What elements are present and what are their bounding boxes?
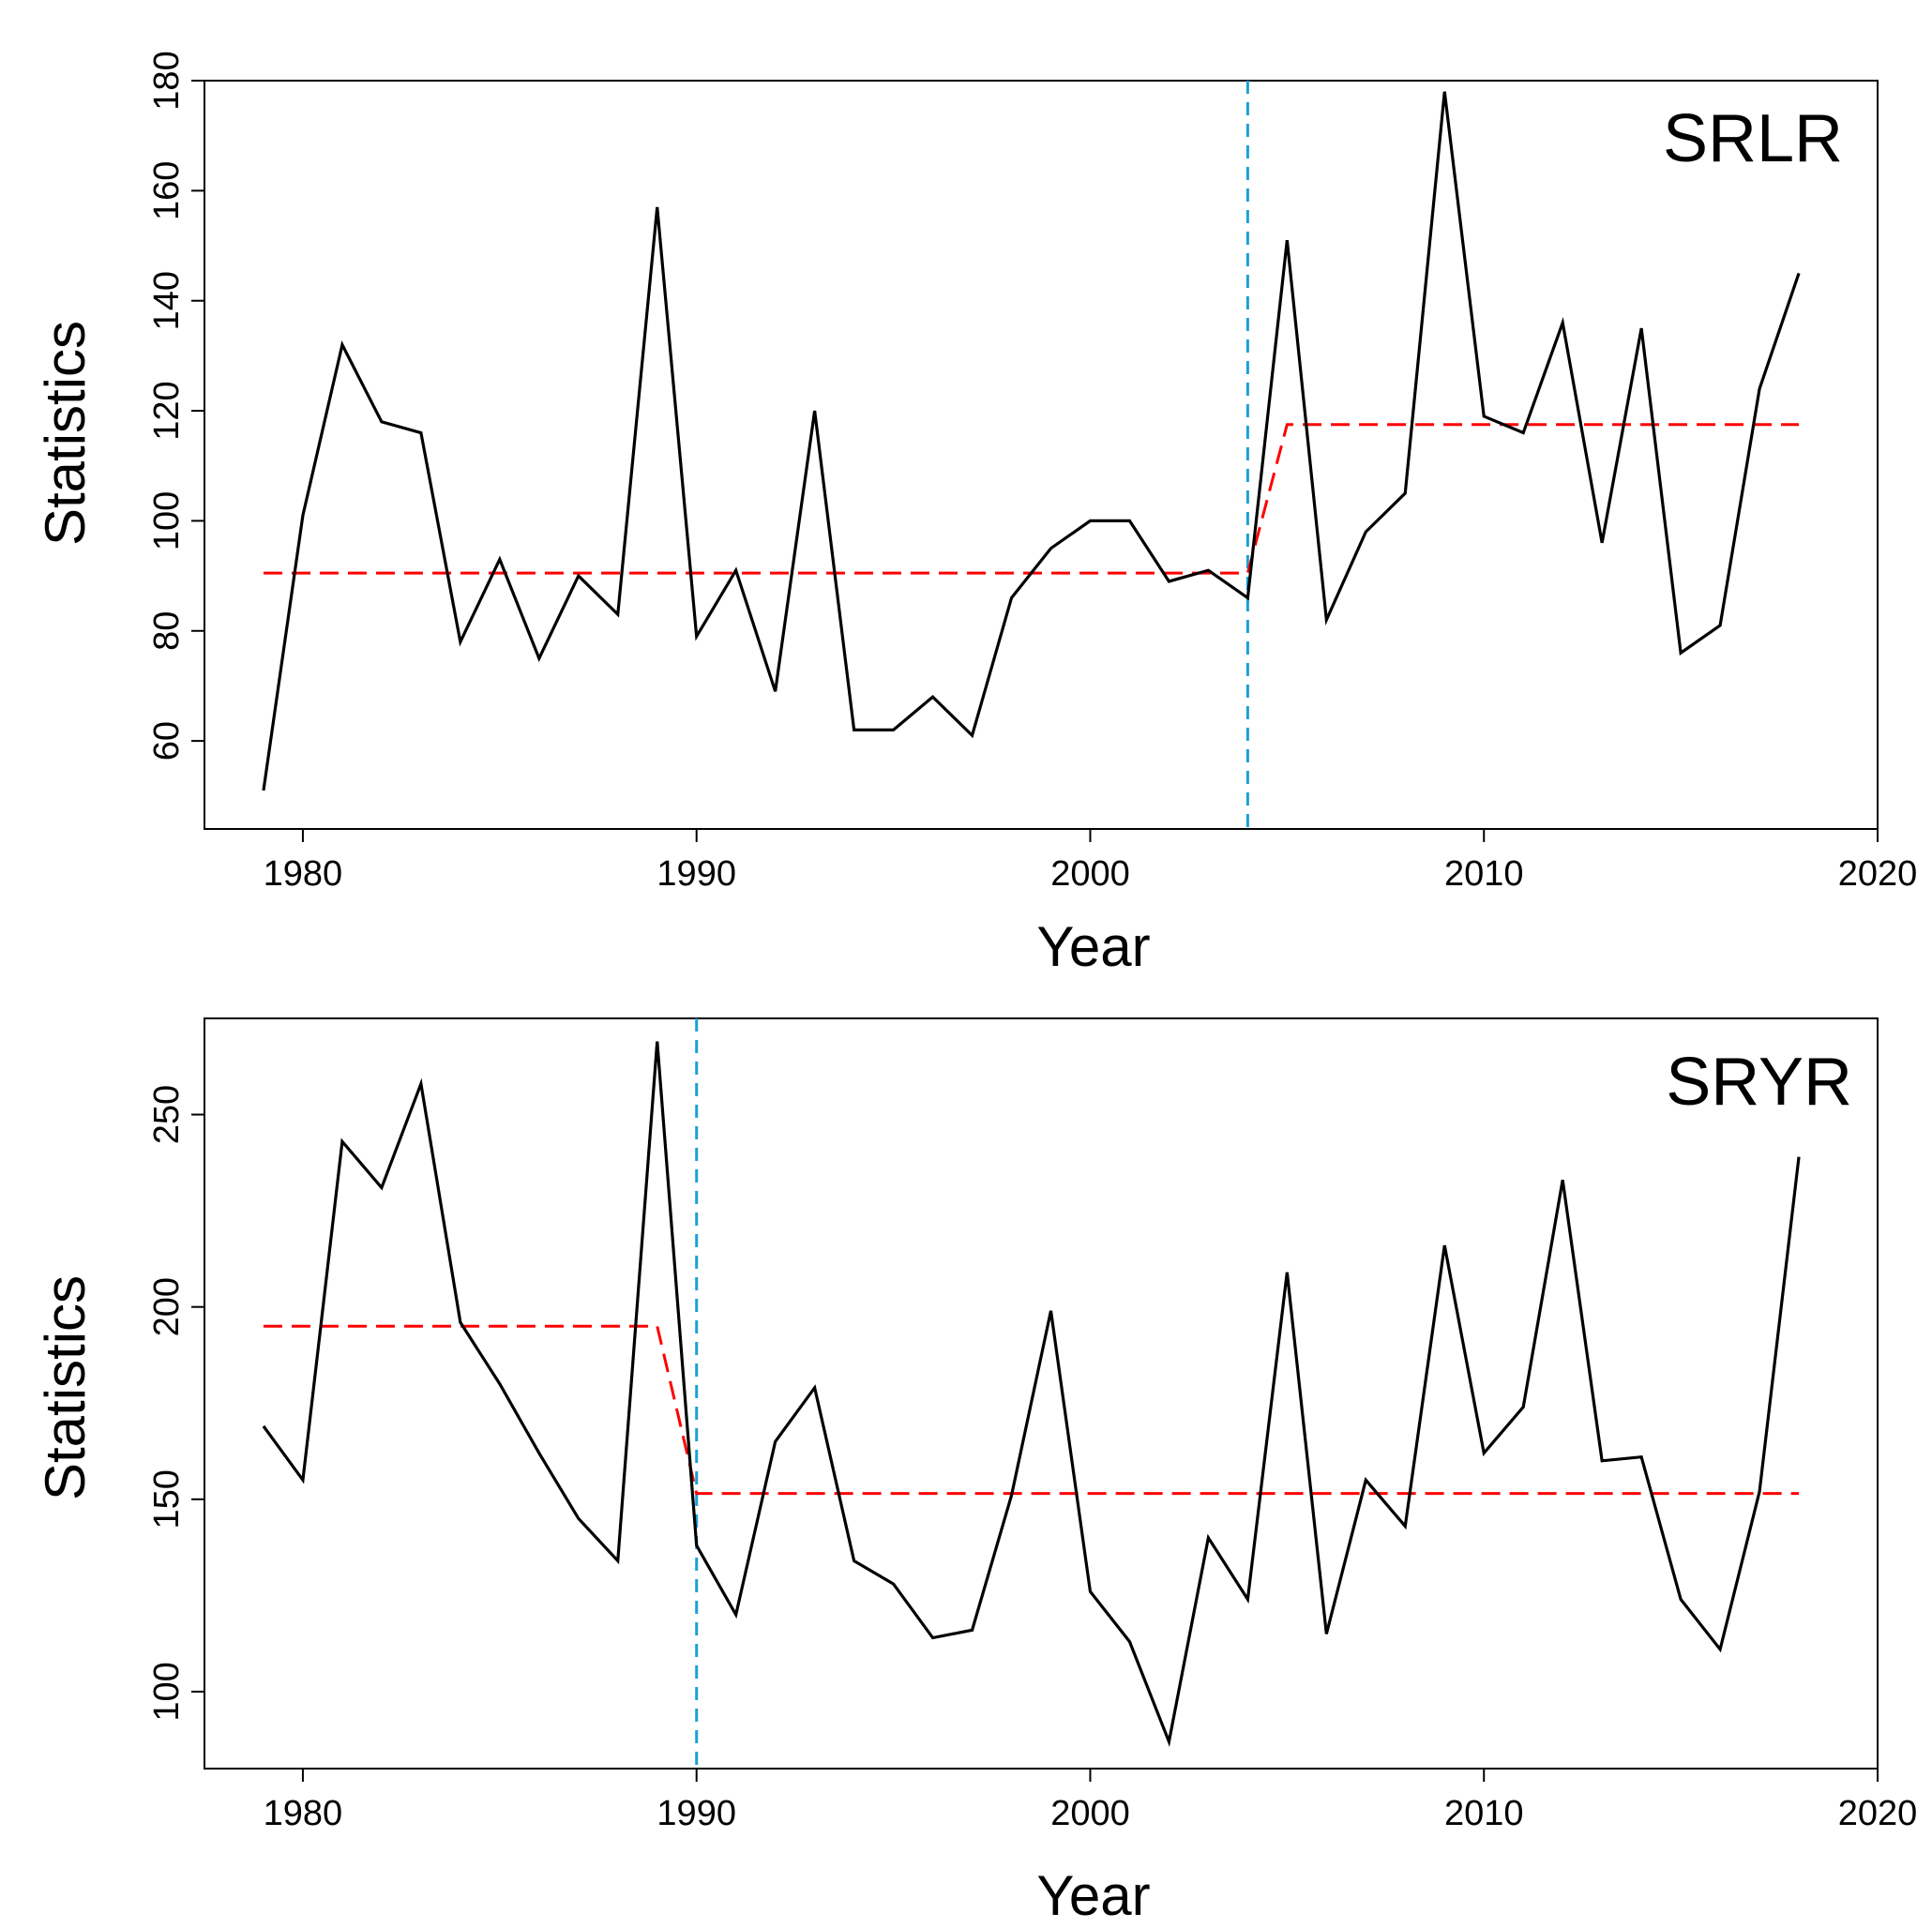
y-axis-ticks-sryr: 100 150 200 250 [147,1085,205,1722]
y-tick-label: 180 [147,51,187,110]
y-tick-label: 120 [147,381,187,440]
y-tick-label: 100 [147,1662,187,1721]
x-tick-label: 2010 [1444,1794,1524,1833]
x-axis-ticks-srlr: 1980 1990 2000 2010 2020 [264,829,1918,894]
x-axis-ticks-sryr: 1980 1990 2000 2010 2020 [264,1769,1918,1833]
x-tick-label: 1990 [657,854,736,894]
panel-sryr: 100 150 200 250 1980 1990 2000 2010 2020 SRYR Y… [34,1017,1918,1927]
y-tick-label: 80 [147,611,187,651]
panel-label-srlr: SRLR [1663,101,1843,176]
x-tick-label: 2020 [1838,1794,1918,1833]
x-axis-title-sryr: Year [1036,1864,1150,1927]
y-axis-ticks-srlr: 60 80 100 120 140 160 180 [147,51,205,761]
x-axis-title-srlr: Year [1036,915,1150,978]
mean-level-line-sryr [263,1324,1800,1496]
y-tick-label: 100 [147,491,187,550]
x-tick-label: 1980 [264,1794,343,1833]
statistics-line-sryr [262,1041,1801,1747]
panel-srlr: 60 80 100 120 140 160 180 1980 1990 2000 2010 2020… [34,51,1917,978]
y-tick-label: 200 [147,1277,187,1336]
y-tick-label: 60 [147,721,187,761]
y-tick-label: 140 [147,271,187,330]
x-tick-label: 1980 [264,854,343,894]
y-tick-label: 160 [147,161,187,220]
plot-frame-srlr [204,80,1879,830]
x-tick-label: 2020 [1838,854,1918,894]
mean-level-line-srlr [263,423,1800,575]
plot-frame-sryr [204,1017,1879,1770]
panel-label-sryr: SRYR [1666,1045,1852,1120]
y-axis-title-sryr: Statistics [34,1275,97,1500]
statistics-line-srlr [262,91,1801,791]
x-tick-label: 2010 [1444,854,1524,894]
x-tick-label: 2000 [1050,1794,1130,1833]
y-axis-title-srlr: Statistics [34,321,97,546]
y-tick-label: 150 [147,1469,187,1529]
x-tick-label: 1990 [657,1794,736,1833]
x-tick-label: 2000 [1050,854,1130,894]
y-tick-label: 250 [147,1085,187,1144]
